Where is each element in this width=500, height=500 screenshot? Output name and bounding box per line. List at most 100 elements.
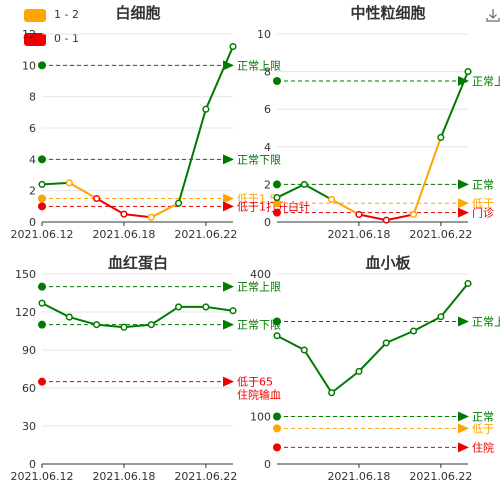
- data-point: [229, 307, 237, 315]
- data-point: [229, 42, 237, 51]
- data-point: [202, 105, 210, 113]
- reference-arrow: [458, 442, 469, 453]
- data-point: [300, 180, 308, 188]
- reference-label: 低于: [472, 197, 494, 210]
- data-point: [464, 279, 472, 288]
- data-point: [328, 389, 336, 397]
- series-segment: [385, 330, 414, 344]
- x-tick-label: 2021.06.12: [11, 470, 74, 483]
- data-point: [273, 194, 281, 202]
- data-point: [273, 332, 281, 340]
- y-tick-label: 10: [257, 28, 271, 41]
- data-point: [437, 133, 445, 141]
- y-tick-label: 30: [22, 420, 36, 433]
- series-segment: [69, 316, 97, 326]
- x-tick-label: 2021.06.22: [409, 228, 472, 241]
- data-point: [437, 313, 445, 321]
- y-tick-label: 4: [29, 153, 36, 166]
- y-tick-label: 12: [22, 28, 36, 41]
- series-segment: [358, 213, 387, 222]
- y-tick-label: 8: [264, 66, 271, 79]
- series-segment: [123, 323, 152, 329]
- reference-label: 正常上: [472, 75, 500, 88]
- y-tick-label: 6: [264, 103, 271, 116]
- reference-arrow: [223, 154, 234, 165]
- reference-label: 正常: [472, 411, 494, 424]
- data-point: [38, 180, 46, 188]
- series-segment: [440, 282, 469, 318]
- series-segment: [177, 108, 207, 204]
- y-tick-label: 2: [29, 185, 36, 198]
- reference-arrow: [223, 319, 234, 330]
- y-tick-label: 150: [15, 268, 36, 281]
- series-segment: [413, 315, 442, 332]
- data-point: [355, 210, 363, 219]
- reference-label: 正常: [472, 178, 494, 191]
- series-segment: [41, 181, 70, 186]
- data-point: [175, 199, 183, 207]
- reference-arrow: [458, 411, 469, 422]
- data-point: [382, 216, 390, 224]
- data-point: [65, 313, 73, 321]
- reference-arrow: [458, 316, 469, 327]
- data-point: [464, 68, 472, 76]
- chart-title: 血红蛋白: [108, 254, 168, 272]
- reference-label: 低于65: [237, 376, 273, 389]
- data-point: [93, 194, 101, 203]
- data-point: [147, 321, 155, 329]
- reference-arrow: [223, 376, 234, 387]
- y-tick-label: 0: [29, 458, 36, 471]
- reference-arrow: [458, 207, 469, 218]
- series-segment: [68, 181, 98, 200]
- reference-label: 正常上限: [237, 59, 281, 72]
- y-tick-label: 8: [29, 91, 36, 104]
- x-tick-label: 2021.06.22: [174, 228, 237, 241]
- reference-label: 正常上限: [237, 281, 281, 294]
- y-tick-label: 6: [29, 122, 36, 135]
- save-as-image-icon[interactable]: [486, 8, 500, 22]
- reference-label: 门诊: [472, 206, 494, 220]
- data-point: [93, 321, 101, 329]
- y-tick-label: 0: [264, 216, 271, 229]
- data-point: [410, 210, 418, 219]
- y-tick-label: 2: [264, 178, 271, 191]
- series-segment: [439, 71, 469, 138]
- chart-title: 白细胞: [115, 4, 160, 22]
- data-point: [300, 346, 308, 354]
- reference-label: 低于: [472, 422, 494, 435]
- reference-label: 正常下限: [237, 153, 281, 166]
- data-point: [410, 327, 418, 335]
- data-point: [65, 179, 73, 187]
- y-tick-label: 0: [29, 216, 36, 229]
- series-segment: [205, 305, 234, 312]
- series-segment: [276, 334, 305, 351]
- y-tick-label: 90: [22, 344, 36, 357]
- reference-arrow: [458, 423, 469, 434]
- legend-swatch: [24, 33, 46, 46]
- legend-swatch: [24, 9, 46, 22]
- x-tick-label: 2021.06.12: [11, 228, 74, 241]
- y-tick-label: 10: [22, 59, 36, 72]
- series-segment: [96, 197, 125, 216]
- data-point: [147, 213, 155, 221]
- series-segment: [41, 302, 70, 318]
- reference-label: 住院输血: [237, 388, 281, 402]
- x-tick-label: 2021.06.18: [92, 228, 155, 241]
- y-tick-label: 4: [264, 141, 271, 154]
- chart-title: 中性粒细胞: [350, 4, 425, 22]
- chart-title: 血小板: [365, 254, 411, 272]
- data-point: [120, 210, 128, 218]
- x-tick-label: 2021.06.18: [327, 228, 390, 241]
- data-point: [38, 299, 46, 307]
- y-tick-label: 120: [15, 306, 36, 319]
- reference-arrow: [223, 193, 234, 204]
- data-point: [382, 339, 390, 347]
- x-tick-label: 2021.06.18: [92, 470, 155, 483]
- x-tick-label: 2021.06.22: [409, 470, 472, 483]
- reference-arrow: [223, 201, 234, 212]
- data-point: [355, 367, 363, 375]
- reference-arrow: [458, 179, 469, 190]
